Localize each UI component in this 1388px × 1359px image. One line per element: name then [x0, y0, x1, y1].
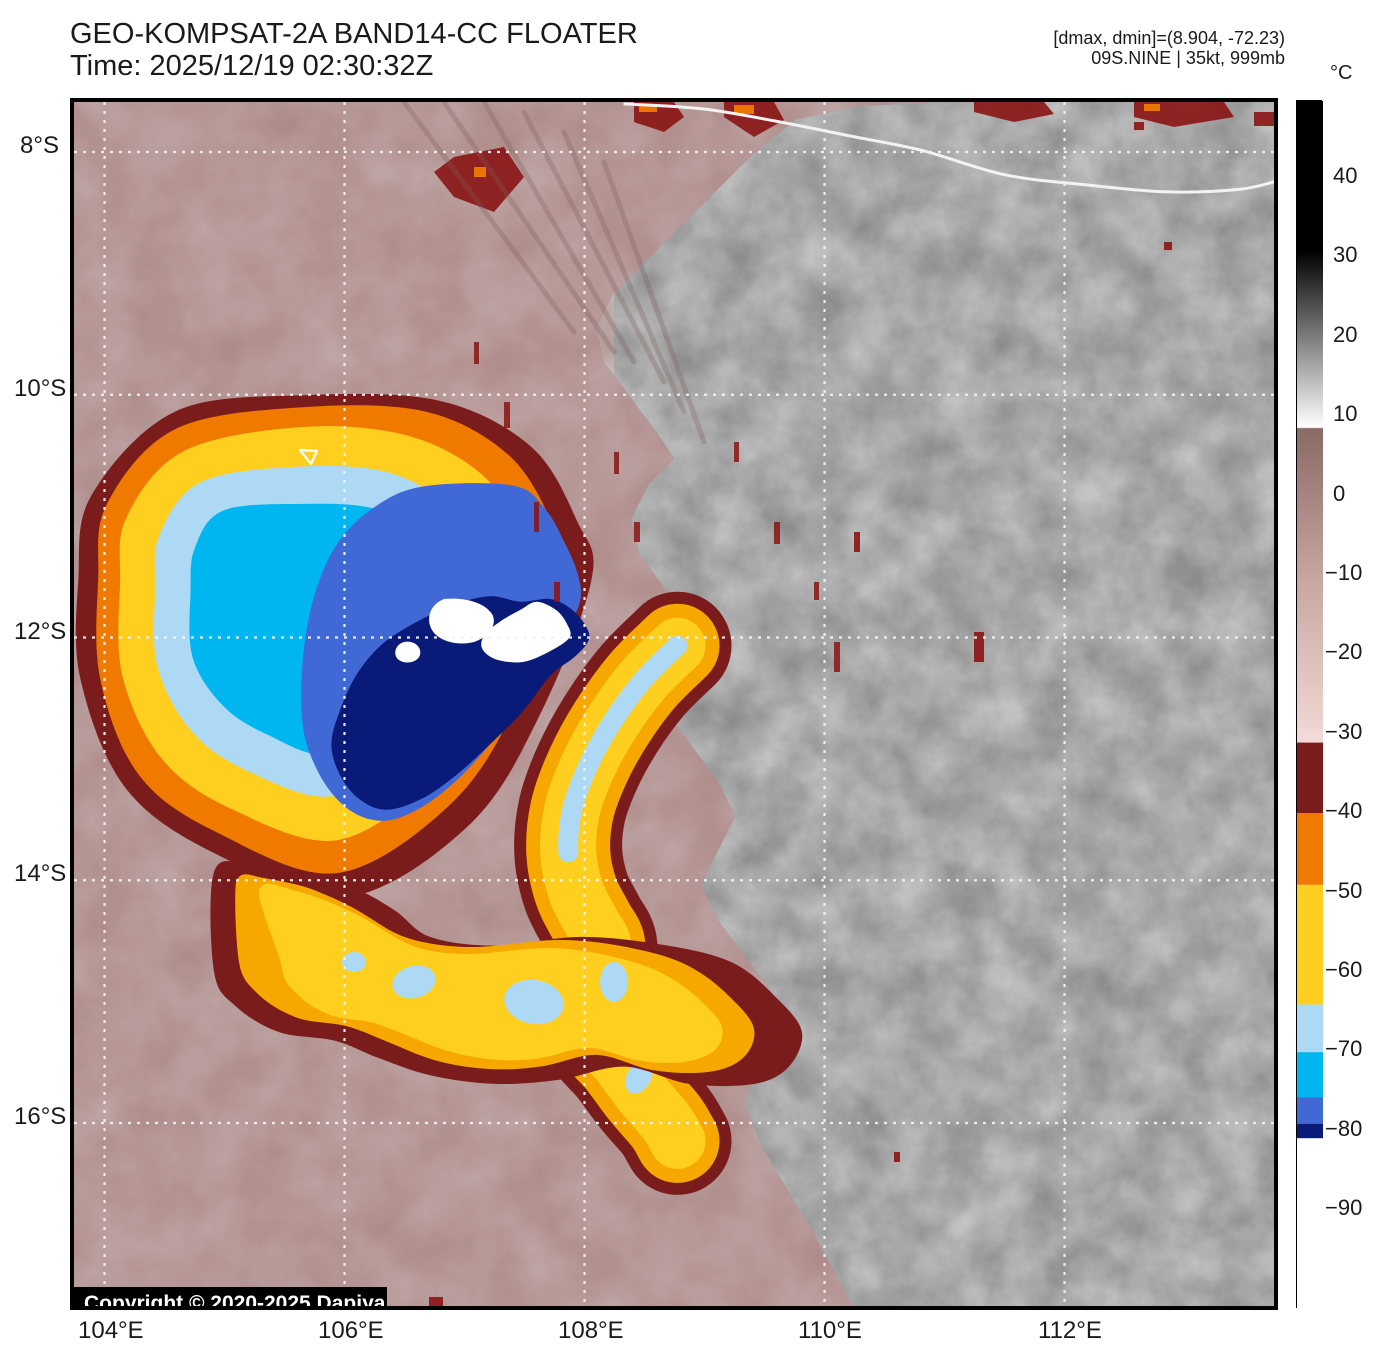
svg-text:Copyright © 2020-2025 Dapiya: Copyright © 2020-2025 Dapiya: [84, 1292, 386, 1310]
